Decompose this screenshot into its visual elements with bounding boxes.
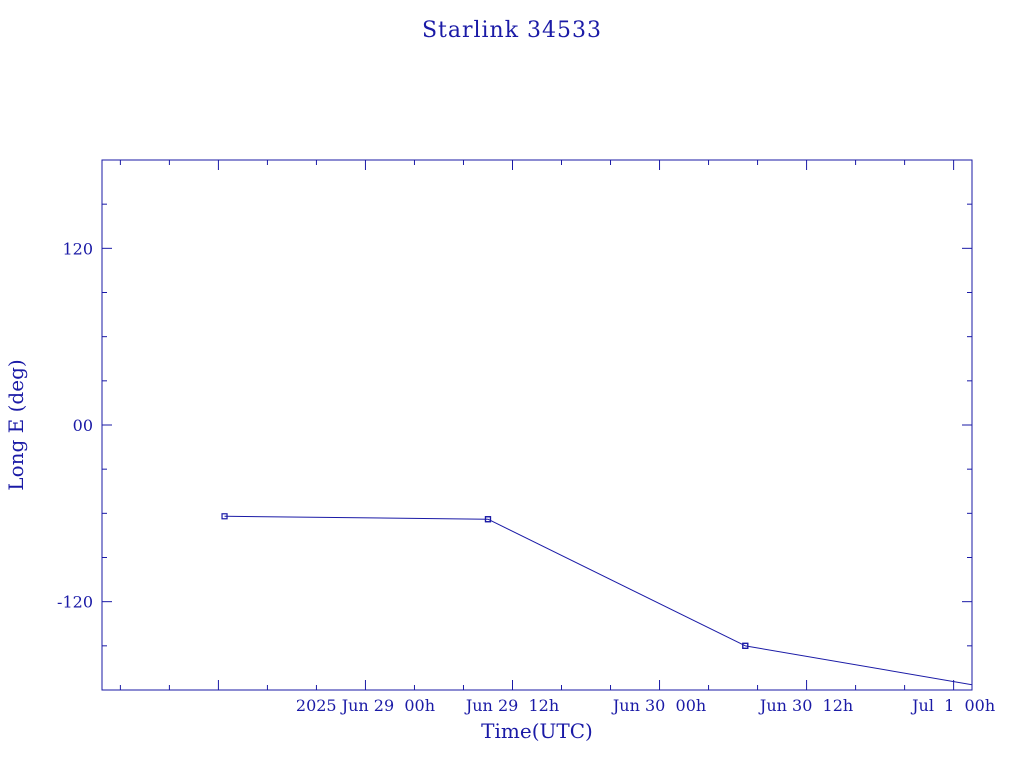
- x-tick-label: Jul 1 00h: [910, 696, 995, 715]
- y-tick-label: -120: [57, 593, 93, 612]
- axis-ticks: [102, 159, 972, 691]
- data-point: [742, 642, 749, 649]
- x-tick-label: Jun 30 00h: [611, 696, 706, 715]
- x-tick-label: Jun 30 12h: [758, 696, 853, 715]
- plot-frame: [101, 159, 973, 691]
- y-axis-label: Long E (deg): [4, 359, 28, 490]
- x-tick-label: Jun 29 12h: [464, 696, 559, 715]
- x-axis-label: Time(UTC): [481, 719, 593, 743]
- data-point: [221, 513, 228, 520]
- chart-title: Starlink 34533: [422, 18, 602, 43]
- data-point: [484, 516, 492, 523]
- axis-tick-labels: 2025 Jun 29 00h Jun 29 12h Jun 30 00h Jun 3…: [57, 239, 995, 715]
- series-line-segment: [487, 518, 746, 647]
- series-line-segment: [224, 515, 488, 520]
- x-tick-label: 2025 Jun 29 00h: [296, 696, 435, 715]
- y-tick-label: 00: [73, 416, 93, 435]
- y-tick-label: 120: [62, 239, 93, 258]
- data-point: [1000, 688, 1005, 693]
- series-line-segment: [745, 645, 972, 686]
